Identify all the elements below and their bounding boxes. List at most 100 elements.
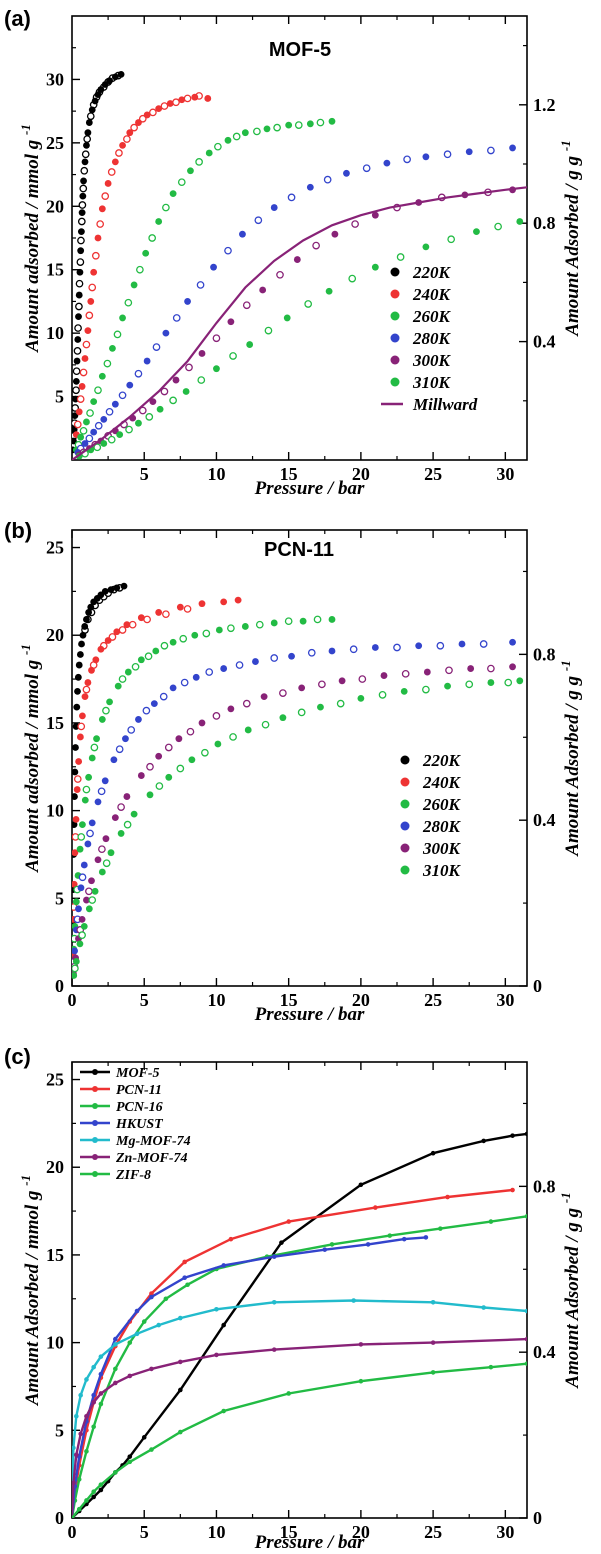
data-point (74, 336, 82, 343)
data-point (137, 656, 145, 664)
data-point-open (86, 409, 94, 417)
data-point (78, 1392, 83, 1398)
data-point (76, 733, 84, 741)
data-point (75, 661, 83, 669)
data-point-open (115, 745, 124, 754)
data-point (373, 1205, 378, 1210)
data-point (84, 679, 92, 686)
data-point (79, 192, 87, 200)
data-point (127, 1340, 133, 1345)
data-point (92, 656, 100, 664)
data-point-open (304, 300, 313, 308)
data-point (422, 243, 430, 251)
chart-title: MOF-5 (269, 39, 331, 61)
data-point-open (229, 352, 237, 360)
data-point (113, 584, 121, 592)
data-point (137, 614, 145, 622)
series-zn-mof-74 (72, 1336, 527, 1518)
legend-marker (390, 289, 400, 299)
x-tick-label: 20 (352, 1522, 370, 1542)
data-point (423, 668, 431, 676)
legend-marker (92, 1086, 98, 1092)
legend-label: 220K (422, 751, 462, 770)
data-point (241, 129, 249, 137)
data-point (113, 1366, 118, 1372)
legend-label: 260K (412, 307, 452, 326)
legend-marker (390, 311, 400, 321)
y2-axis-label: Amount Adsorbed / g g -1 (558, 140, 583, 336)
data-point (214, 740, 222, 748)
data-point-open (284, 617, 293, 626)
data-point-open (336, 699, 345, 708)
data-point-open (443, 150, 452, 159)
data-point (94, 798, 102, 806)
data-point (198, 350, 206, 357)
series-line (72, 1236, 426, 1518)
legend-marker (92, 1103, 98, 1109)
data-point (83, 616, 90, 623)
y-tick-label: 0 (55, 976, 64, 996)
data-point (516, 677, 524, 685)
data-point (149, 1366, 154, 1372)
data-point (357, 694, 365, 702)
data-point (113, 1342, 118, 1347)
data-point-open (138, 114, 147, 123)
legend-label: 280K (422, 817, 462, 836)
data-point-open (134, 369, 143, 378)
data-point-open (115, 149, 123, 157)
data-point (135, 716, 142, 723)
data-point (422, 153, 430, 161)
data-point (90, 398, 98, 406)
data-point (481, 1138, 486, 1144)
data-point-open (227, 624, 235, 633)
series-310k (75, 218, 524, 460)
y2-tick-label: 0 (533, 1508, 542, 1528)
data-point-open (75, 279, 84, 288)
data-point (331, 230, 339, 238)
data-point (141, 1435, 147, 1440)
data-point (127, 1454, 133, 1459)
data-point-open (146, 762, 154, 771)
data-point (221, 1322, 226, 1328)
y-tick-label: 25 (46, 133, 64, 153)
chart-panel-2: (b) PCN-11 0 5 10 15 20 25 30 0 5 10 15 20 25 0 0.4 0.8 Pr… (4, 518, 583, 1025)
data-point (124, 668, 132, 676)
data-point (383, 159, 391, 167)
data-point (107, 849, 115, 857)
data-point (244, 726, 252, 734)
data-point (101, 777, 109, 785)
y2-tick-label: 1.2 (533, 95, 556, 115)
data-point (72, 723, 80, 730)
legend: 220K 240K 260K 280K 300K 310K (400, 751, 462, 880)
y-axis-label: Amount adsorbed / mmol g -1 (18, 644, 43, 873)
data-point-open (479, 640, 488, 648)
data-point (90, 428, 98, 436)
legend-label: Millward (412, 395, 478, 414)
data-point (286, 1391, 291, 1396)
data-point-open (436, 641, 445, 650)
data-point (358, 1182, 364, 1188)
data-point (76, 651, 84, 658)
data-point-open (312, 241, 320, 250)
data-point-open (101, 192, 110, 200)
data-point-open (82, 685, 91, 694)
data-point (81, 158, 89, 166)
data-point (191, 93, 199, 101)
data-point (72, 972, 78, 979)
data-point-open (348, 274, 357, 283)
data-point-open (393, 643, 401, 652)
data-point (94, 856, 102, 864)
data-point (134, 1308, 140, 1314)
data-point (400, 687, 408, 695)
data-point-open (160, 102, 169, 110)
data-point-open (185, 363, 193, 372)
data-point (75, 758, 83, 765)
data-point (524, 1308, 527, 1314)
data-point-open (186, 727, 195, 736)
data-point (134, 1331, 140, 1337)
data-point (72, 947, 78, 955)
data-point-open (205, 668, 214, 676)
legend: 220K 240K 260K 280K 300K 310K Millward (381, 263, 478, 414)
series-zif-8 (72, 1361, 527, 1518)
data-point (137, 772, 145, 779)
